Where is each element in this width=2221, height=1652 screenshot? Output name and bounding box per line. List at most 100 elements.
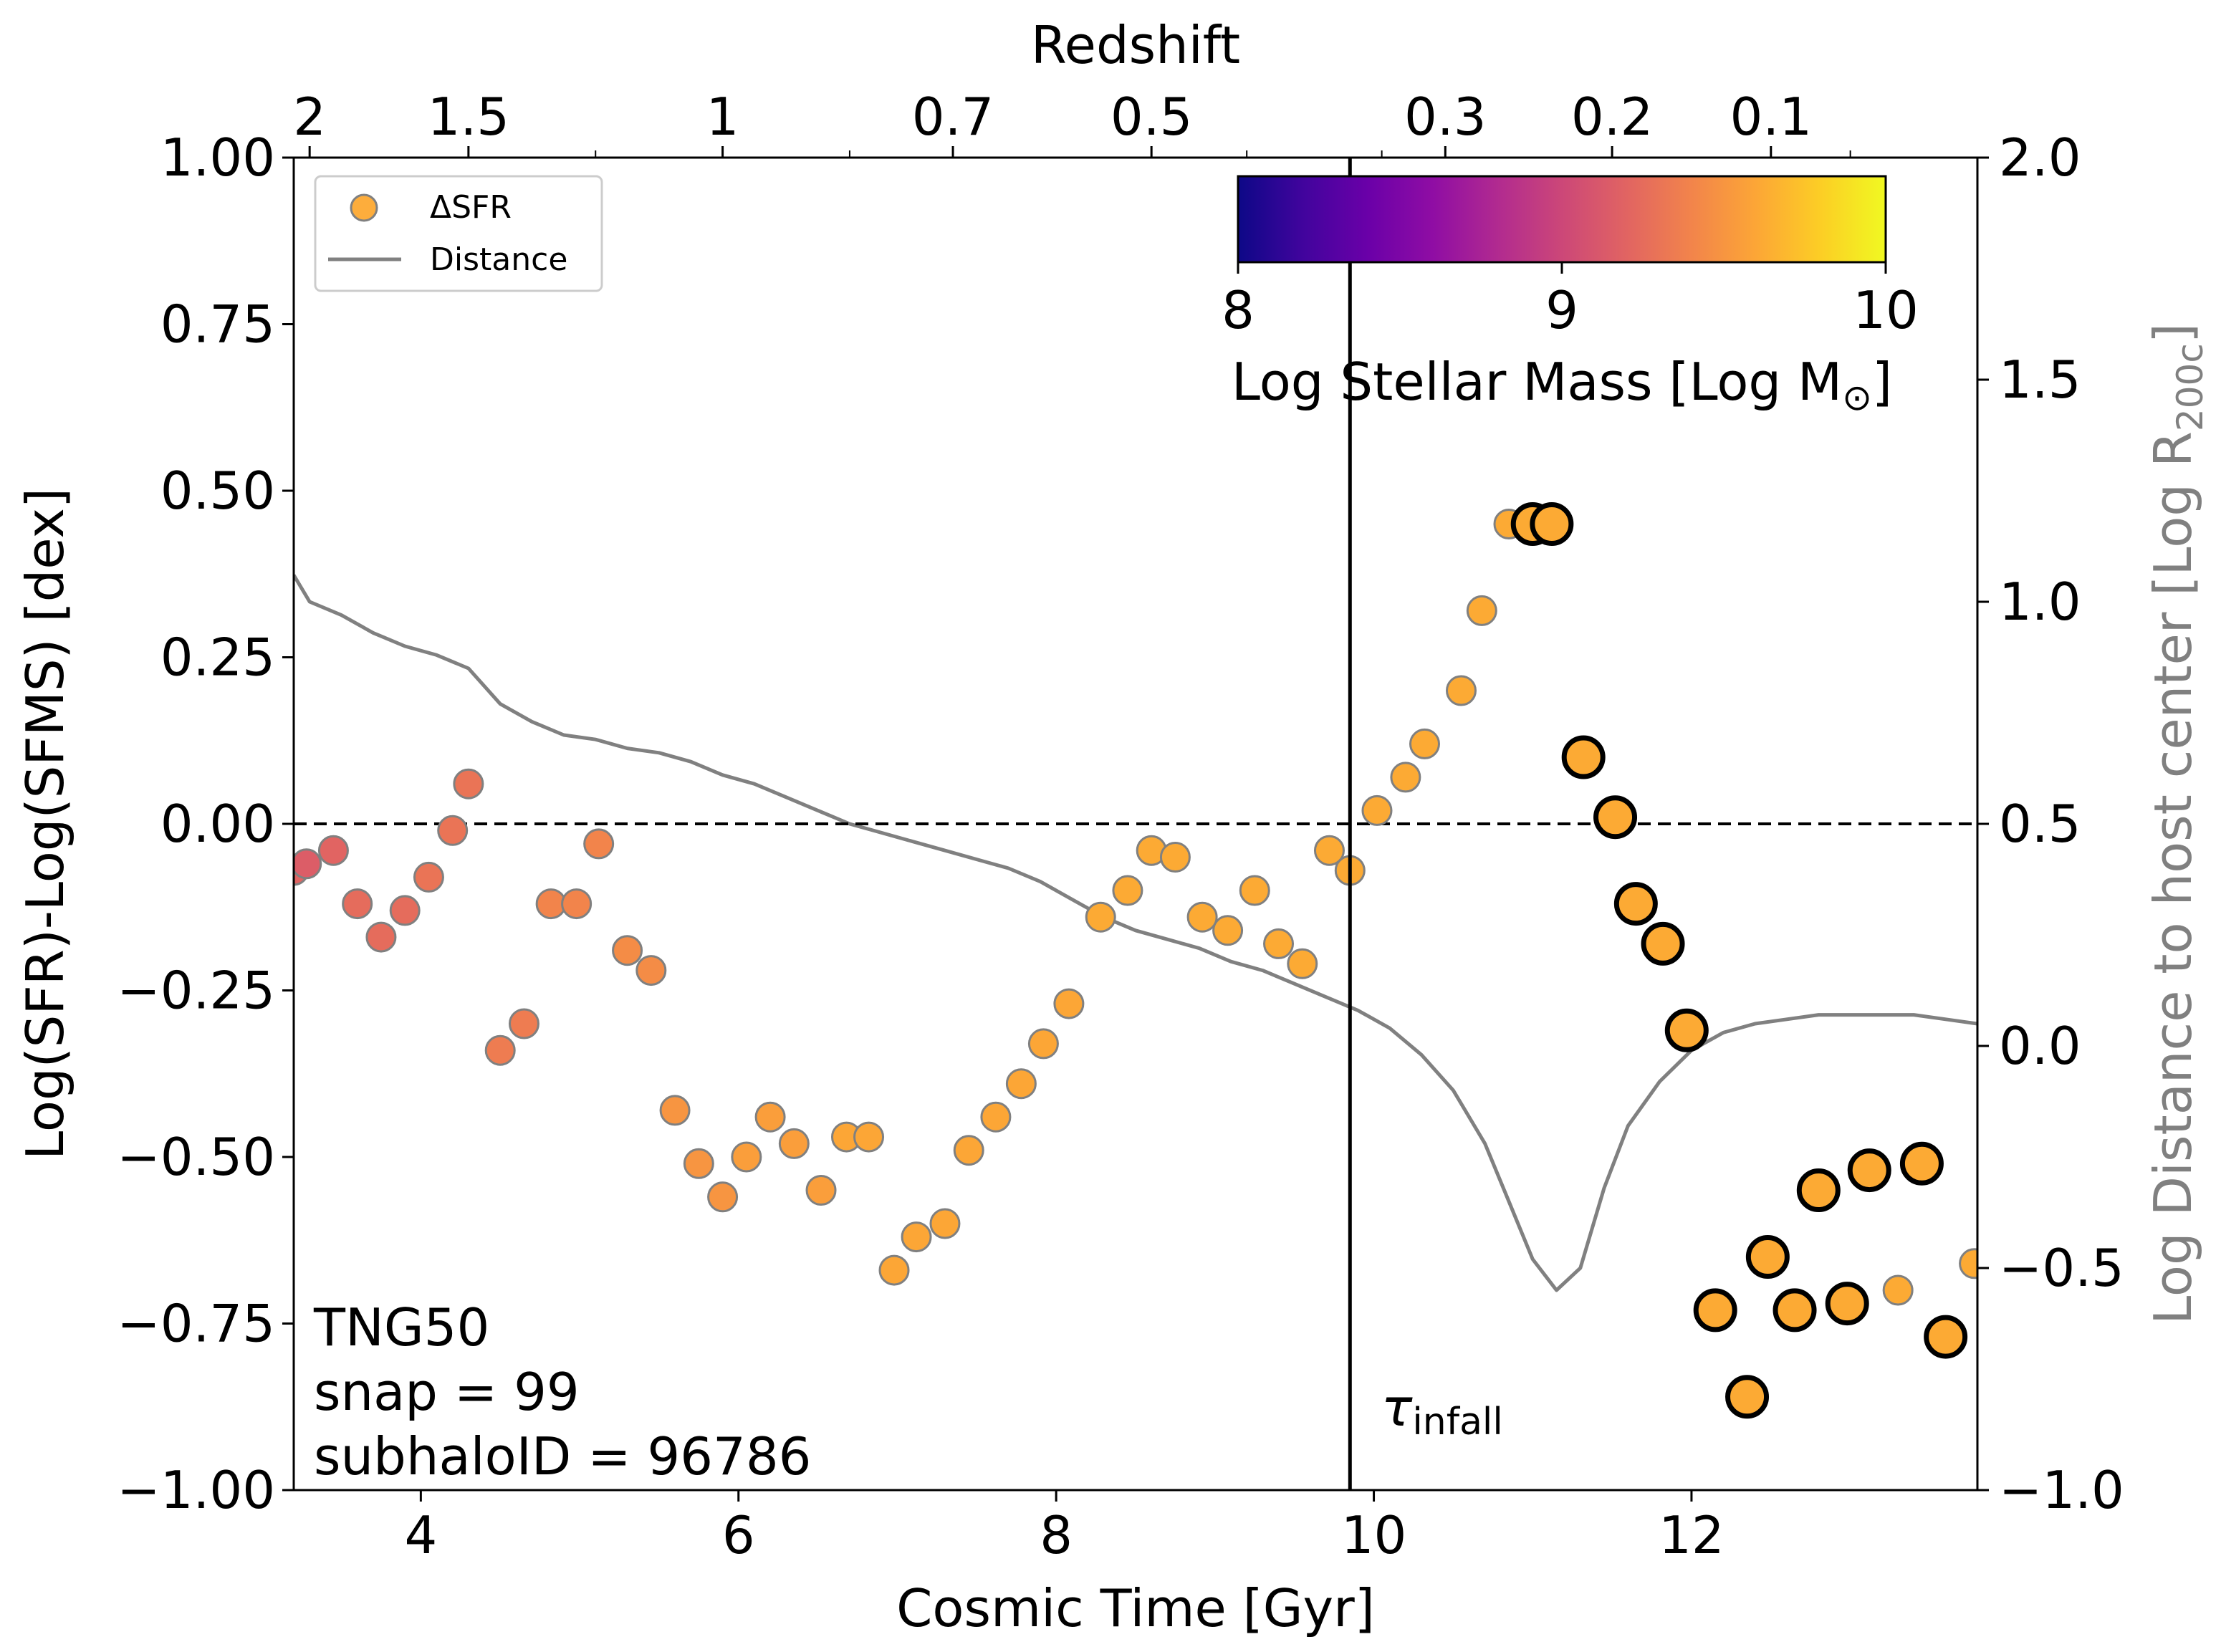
dsfr-point-7 bbox=[437, 815, 469, 846]
dsfr-point-40 bbox=[1263, 928, 1295, 959]
x-tick-label-10: 10 bbox=[1341, 1505, 1407, 1565]
dsfr-point-13 bbox=[583, 828, 615, 860]
x-tick-label-8: 8 bbox=[1040, 1505, 1073, 1565]
dsfr-point-24 bbox=[853, 1121, 885, 1153]
y-tick-label-7: −0.75 bbox=[117, 1294, 275, 1354]
y2-tick-label-3: 0.5 bbox=[1999, 794, 2081, 854]
dsfr-point-outlined-53 bbox=[1593, 795, 1638, 840]
dsfr-point-31 bbox=[1027, 1028, 1059, 1060]
colorbar-tick-label-8: 8 bbox=[1222, 280, 1255, 340]
y2-axis-label-sub: 200c bbox=[2169, 343, 2211, 431]
dsfr-point-5 bbox=[389, 895, 421, 926]
colorbar-label: Log Stellar Mass [Log M⊙] bbox=[1232, 352, 1892, 418]
dsfr-point-17 bbox=[683, 1148, 714, 1179]
dsfr-point-outlined-59 bbox=[1745, 1235, 1790, 1279]
dsfr-point-20 bbox=[754, 1101, 786, 1133]
dsfr-point-outlined-57 bbox=[1693, 1288, 1737, 1332]
y-tick-label-6: −0.50 bbox=[117, 1127, 275, 1187]
y-tick-label-1: 0.75 bbox=[160, 294, 275, 355]
dsfr-point-47 bbox=[1445, 675, 1477, 706]
dsfr-point-36 bbox=[1159, 842, 1191, 873]
dsfr-point-34 bbox=[1112, 875, 1143, 906]
redshift-tick-label-3: 0.7 bbox=[912, 87, 994, 147]
dsfr-point-27 bbox=[929, 1208, 961, 1239]
y-axis-label: Log(SFR)-Log(SFMS) [dex] bbox=[15, 488, 75, 1160]
dsfr-point-outlined-60 bbox=[1773, 1288, 1817, 1332]
y2-tick-label-0: 2.0 bbox=[1999, 128, 2081, 188]
y2-tick-label-6: −1.0 bbox=[1999, 1460, 2124, 1520]
colorbar-tick-label-10: 10 bbox=[1853, 280, 1919, 340]
y2-tick-label-5: −0.5 bbox=[1999, 1238, 2124, 1298]
x-tick-label-4: 4 bbox=[404, 1505, 437, 1565]
y2-axis-label-end: ] bbox=[2143, 323, 2203, 343]
dsfr-point-19 bbox=[731, 1141, 762, 1173]
dsfr-point-12 bbox=[561, 888, 593, 920]
dsfr-point-3 bbox=[342, 888, 373, 920]
dsfr-point-outlined-56 bbox=[1664, 1008, 1709, 1052]
colorbar-tick-label-9: 9 bbox=[1545, 280, 1578, 340]
dsfr-point-outlined-58 bbox=[1725, 1375, 1770, 1419]
dsfr-point-67 bbox=[1959, 1248, 1977, 1279]
dsfr-point-outlined-51 bbox=[1530, 502, 1574, 546]
y-tick-label-0: 1.00 bbox=[160, 128, 275, 188]
dsfr-point-14 bbox=[612, 935, 643, 966]
y2-axis-label-main: Log Distance to host center [Log R bbox=[2143, 431, 2203, 1325]
colorbar-label-sub: ⊙ bbox=[1842, 377, 1872, 418]
y2-tick-label-1: 1.5 bbox=[1999, 350, 2081, 410]
x-tick-label-6: 6 bbox=[722, 1505, 755, 1565]
dsfr-point-outlined-65 bbox=[1899, 1141, 1944, 1186]
redshift-tick-label-7: 0.1 bbox=[1730, 87, 1813, 147]
dsfr-point-outlined-66 bbox=[1924, 1315, 1968, 1359]
dsfr-point-41 bbox=[1287, 948, 1318, 979]
colorbar-label-end: ] bbox=[1872, 352, 1892, 412]
dsfr-point-outlined-63 bbox=[1847, 1148, 1891, 1193]
legend-marker-dsfr bbox=[350, 193, 378, 222]
dsfr-point-32 bbox=[1053, 988, 1085, 1019]
y2-tick-label-4: 0.0 bbox=[1999, 1016, 2081, 1076]
x-tick-label-12: 12 bbox=[1659, 1505, 1724, 1565]
dsfr-point-25 bbox=[878, 1254, 910, 1286]
dsfr-point-29 bbox=[980, 1101, 1012, 1133]
dsfr-point-33 bbox=[1085, 901, 1116, 933]
annotation-line-1: TNG50 bbox=[313, 1297, 489, 1358]
dsfr-point-30 bbox=[1005, 1068, 1037, 1100]
y-tick-label-2: 0.50 bbox=[160, 461, 275, 521]
dsfr-point-44 bbox=[1361, 794, 1393, 826]
dsfr-point-26 bbox=[901, 1221, 932, 1253]
y-tick-label-4: 0.00 bbox=[160, 794, 275, 854]
legend: ΔSFR Distance bbox=[314, 175, 603, 292]
redshift-tick-label-1: 1.5 bbox=[428, 87, 510, 147]
infall-label-sub: infall bbox=[1412, 1401, 1502, 1444]
legend-label-distance: Distance bbox=[430, 241, 567, 278]
dsfr-point-8 bbox=[453, 768, 484, 799]
y2-axis-label: Log Distance to host center [Log R200c] bbox=[2143, 323, 2211, 1325]
colorbar: 8 9 10 Log Stellar Mass [Log M⊙] bbox=[1222, 175, 1919, 418]
dsfr-point-18 bbox=[707, 1181, 739, 1213]
dsfr-point-16 bbox=[659, 1095, 691, 1126]
annotation-line-3: subhaloID = 96786 bbox=[314, 1426, 811, 1487]
dsfr-point-21 bbox=[778, 1128, 810, 1159]
y-tick-label-8: −1.00 bbox=[117, 1460, 275, 1520]
dsfr-point-outlined-52 bbox=[1561, 735, 1606, 779]
y-tick-label-3: 0.25 bbox=[160, 628, 275, 688]
y-tick-label-5: −0.25 bbox=[117, 961, 275, 1021]
dsfr-point-outlined-61 bbox=[1796, 1168, 1841, 1212]
redshift-tick-label-0: 2 bbox=[293, 87, 326, 147]
legend-box bbox=[314, 175, 603, 292]
annotation-line-2: snap = 99 bbox=[314, 1362, 580, 1422]
top-axis-label: Redshift bbox=[1031, 15, 1240, 75]
dsfr-point-22 bbox=[805, 1175, 837, 1206]
redshift-tick-label-5: 0.3 bbox=[1404, 87, 1487, 147]
redshift-tick-label-2: 1 bbox=[706, 87, 739, 147]
dsfr-point-2 bbox=[317, 835, 349, 866]
infall-label: τinfall bbox=[1381, 1378, 1503, 1444]
dsfr-point-48 bbox=[1466, 595, 1497, 626]
dsfr-point-64 bbox=[1882, 1274, 1914, 1306]
dsfr-point-outlined-62 bbox=[1825, 1282, 1869, 1326]
dsfr-point-15 bbox=[635, 955, 667, 986]
legend-label-dsfr: ΔSFR bbox=[430, 189, 512, 226]
dsfr-point-10 bbox=[508, 1008, 539, 1039]
infall-label-main: τ bbox=[1381, 1378, 1413, 1438]
dsfr-point-38 bbox=[1212, 915, 1244, 946]
